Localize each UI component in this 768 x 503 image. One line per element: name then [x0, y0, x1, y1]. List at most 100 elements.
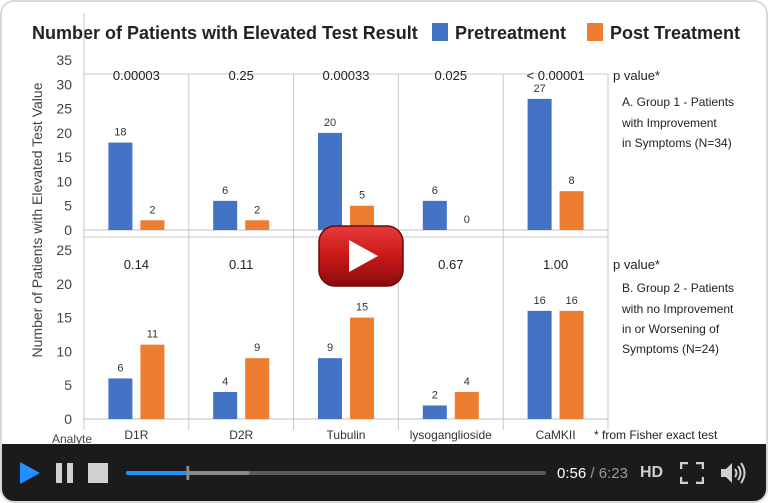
panel-description-line: with Improvement — [621, 116, 717, 130]
bar — [454, 391, 479, 419]
seek-bar[interactable] — [126, 466, 546, 480]
y-tick-label: 0 — [64, 222, 72, 238]
panel-description-line: in Symptoms (N=34) — [622, 136, 732, 150]
time-separator: / — [590, 465, 595, 482]
data-label: 16 — [565, 295, 577, 307]
y-tick-label: 15 — [56, 310, 72, 326]
p-value-label: 0.00003 — [113, 68, 160, 83]
data-label: 9 — [327, 342, 333, 354]
y-tick-label: 0 — [64, 411, 72, 427]
p-value-header: p value* — [613, 257, 660, 272]
data-label: 9 — [254, 342, 260, 354]
seek-played — [126, 471, 188, 475]
current-time: 0:56 — [557, 465, 587, 482]
bar — [527, 310, 552, 419]
data-label: 0 — [464, 214, 470, 226]
hd-toggle[interactable]: HD — [640, 464, 664, 481]
data-label: 6 — [117, 362, 123, 374]
x-tick-label: CaMKII — [536, 428, 576, 442]
data-label: 11 — [147, 329, 158, 341]
seek-handle[interactable] — [186, 466, 190, 480]
data-label: 4 — [222, 376, 228, 388]
volume-icon[interactable] — [720, 461, 746, 485]
bar — [318, 132, 342, 230]
y-tick-label: 10 — [56, 343, 72, 359]
y-tick-label: 5 — [64, 377, 72, 393]
y-tick-label: 5 — [64, 198, 72, 214]
legend-label-0: Pretreatment — [455, 23, 566, 43]
bar — [527, 98, 552, 230]
p-value-label: 0.67 — [438, 257, 463, 272]
p-value-label: 0.11 — [229, 257, 253, 272]
data-label: 4 — [464, 376, 470, 388]
y-tick-label: 35 — [56, 52, 72, 68]
bar — [350, 317, 374, 419]
data-label: 2 — [149, 204, 155, 216]
bar — [245, 220, 270, 230]
data-label: 2 — [432, 389, 438, 401]
duration: 6:23 — [598, 465, 628, 482]
panel-description-line: A. Group 1 - Patients — [622, 95, 734, 109]
data-label: 15 — [356, 302, 368, 314]
p-value-label: 0.25 — [229, 68, 254, 83]
stop-icon[interactable] — [87, 462, 109, 484]
x-axis-header: Analyte — [52, 432, 92, 444]
p-value-label: 0.14 — [124, 257, 149, 272]
x-tick-label: D1R — [124, 428, 148, 442]
fullscreen-icon[interactable] — [680, 462, 704, 484]
bar — [140, 344, 165, 419]
data-label: 18 — [114, 127, 126, 139]
data-label: 8 — [569, 175, 575, 187]
x-tick-label: Tubulin — [327, 428, 366, 442]
bar — [318, 358, 342, 419]
legend-label-1: Post Treatment — [610, 23, 740, 43]
bar — [140, 220, 165, 230]
data-label: 20 — [324, 117, 336, 129]
y-tick-label: 20 — [56, 125, 72, 141]
x-tick-label: D2R — [229, 428, 253, 442]
bar-chart: Number of Patients with Elevated Test Re… — [29, 13, 740, 444]
bar — [422, 200, 447, 230]
data-label: 6 — [432, 185, 438, 197]
footnote: * from Fisher exact test — [594, 428, 718, 442]
y-tick-label: 25 — [56, 101, 72, 117]
y-tick-label: 10 — [56, 173, 72, 189]
bar — [559, 191, 584, 230]
y-axis-label: Number of Patients with Elevated Test Va… — [29, 82, 45, 357]
bar — [422, 405, 447, 419]
panel-description-line: in or Worsening of — [622, 322, 720, 336]
data-label: 2 — [254, 204, 260, 216]
y-tick-label: 15 — [56, 149, 72, 165]
p-value-label: 1.00 — [543, 257, 568, 272]
data-label: 27 — [533, 83, 545, 95]
y-tick-label: 30 — [56, 76, 72, 92]
p-value-label: 0.00033 — [323, 68, 370, 83]
data-label: 5 — [359, 190, 365, 202]
panel-description-line: B. Group 2 - Patients — [622, 281, 734, 295]
bar — [245, 358, 270, 419]
play-overlay-icon[interactable] — [318, 225, 404, 287]
y-tick-label: 20 — [56, 276, 72, 292]
p-value-label: 0.025 — [435, 68, 468, 83]
bar — [213, 200, 238, 230]
bar — [559, 310, 584, 419]
p-value-header: p value* — [613, 68, 660, 83]
y-tick-label: 25 — [56, 242, 72, 258]
p-value-label: < 0.00001 — [526, 68, 584, 83]
time-display: 0:56 / 6:23 — [557, 465, 628, 482]
data-label: 6 — [222, 185, 228, 197]
data-label: 16 — [533, 295, 545, 307]
legend-swatch-0 — [432, 23, 448, 41]
bar — [108, 378, 133, 419]
video-frame[interactable]: Number of Patients with Elevated Test Re… — [2, 2, 766, 444]
play-icon[interactable] — [18, 460, 42, 486]
panel-description-line: Symptoms (N=24) — [622, 342, 719, 356]
pause-icon[interactable] — [54, 462, 76, 484]
bar — [108, 142, 133, 230]
player-controls: 0:56 / 6:23 HD — [2, 444, 766, 501]
legend-swatch-1 — [587, 23, 603, 41]
panel-description-line: with no Improvement — [621, 302, 734, 316]
bar — [213, 391, 238, 419]
x-tick-label: lysoganglioside — [410, 428, 492, 442]
